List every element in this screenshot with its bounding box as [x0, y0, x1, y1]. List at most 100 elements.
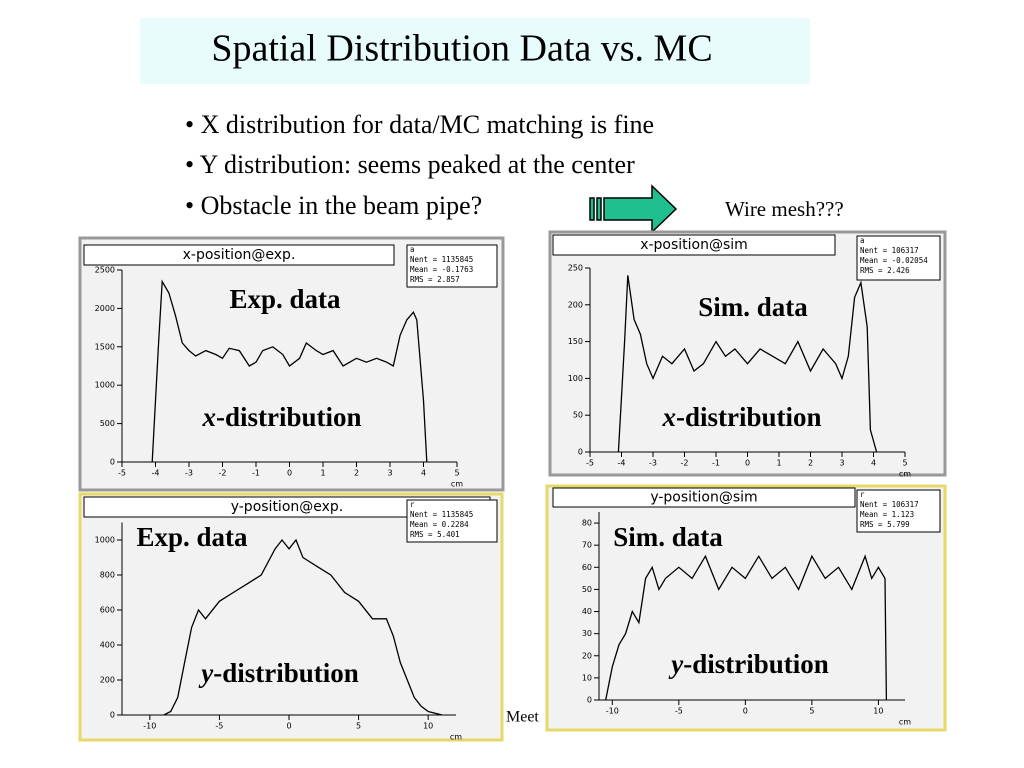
x-tick-label: -5: [675, 707, 683, 716]
y-tick-label: 2000: [95, 304, 115, 313]
distribution-label: x-distribution: [201, 402, 361, 432]
y-tick-label: 500: [100, 419, 115, 428]
data-label: Sim. data: [613, 522, 723, 552]
x-tick-label: 2: [354, 469, 359, 478]
distribution-label: x-distribution: [661, 402, 821, 432]
stats-box: [856, 489, 941, 533]
y-tick-label: 400: [100, 641, 115, 650]
plot-title: y-position@exp.: [231, 499, 344, 515]
y-tick-label: 250: [568, 264, 583, 273]
x-tick-label: -5: [118, 469, 126, 478]
y-tick-label: 50: [582, 585, 592, 594]
stats-line: RMS = 5.799: [860, 520, 910, 529]
x-tick-label: -1: [252, 469, 260, 478]
x-tick-label: -10: [606, 707, 619, 716]
stats-line: r: [410, 500, 415, 509]
x-tick-label: -1: [712, 459, 720, 468]
stats-line: RMS = 5.401: [410, 530, 460, 539]
distribution-variable: y: [668, 649, 684, 679]
stats-box: [856, 235, 941, 281]
y-tick-label: 0: [578, 448, 583, 457]
y-tick-label: 0: [110, 458, 115, 467]
y-tick-label: 150: [568, 337, 583, 346]
x-unit: cm: [451, 480, 463, 489]
x-tick-label: 3: [839, 459, 844, 468]
x-unit: cm: [450, 733, 462, 742]
y-tick-label: 600: [100, 606, 115, 615]
plot-title: x-position@exp.: [183, 247, 296, 263]
bullet: • Obstacle in the beam pipe?: [185, 191, 482, 220]
x-tick-label: -4: [618, 459, 626, 468]
distribution-text: -distribution: [676, 402, 822, 432]
stats-line: Mean = -0.02054: [860, 256, 928, 265]
x-tick-label: 5: [902, 459, 907, 468]
distribution-text: -distribution: [213, 658, 359, 688]
histogram-line: [151, 279, 428, 463]
stats-line: a: [860, 236, 865, 245]
distribution-text: -distribution: [683, 649, 829, 679]
data-label: Sim. data: [698, 292, 808, 322]
y-tick-label: 40: [582, 607, 592, 616]
y-tick-label: 200: [100, 676, 115, 685]
y-tick-label: 800: [100, 571, 115, 580]
x-tick-label: 5: [356, 722, 361, 731]
y-tick-label: 60: [582, 563, 592, 572]
x-tick-label: -10: [143, 722, 156, 731]
stats-line: Nent = 106317: [860, 246, 919, 255]
stats-line: a: [410, 245, 415, 254]
stats-line: Nent = 106317: [860, 500, 919, 509]
x-tick-label: 1: [320, 469, 325, 478]
slide-title: Spatial Distribution Data vs. MC: [211, 28, 712, 70]
x-tick-label: 0: [286, 722, 291, 731]
title-box: [140, 18, 810, 84]
x-tick-label: 3: [387, 469, 392, 478]
y-tick-label: 1000: [95, 536, 115, 545]
data-label: Exp. data: [229, 284, 341, 314]
x-tick-label: 4: [871, 459, 876, 468]
data-label: Exp. data: [136, 522, 248, 552]
plot-title: y-position@sim: [650, 490, 757, 506]
stats-line: Mean = 1.123: [860, 510, 914, 519]
footer: Meet: [506, 709, 539, 726]
distribution-variable: x: [661, 402, 676, 432]
plot-title-box: [83, 244, 395, 266]
y-tick-label: 80: [582, 519, 592, 528]
x-tick-label: -2: [219, 469, 227, 478]
y-tick-label: 20: [582, 651, 592, 660]
stats-line: RMS = 2.857: [410, 275, 460, 284]
x-tick-label: 0: [745, 459, 750, 468]
y-tick-label: 0: [110, 711, 115, 720]
x-tick-label: 5: [809, 707, 814, 716]
stats-line: Mean = 0.2284: [410, 520, 469, 529]
x-tick-label: -5: [215, 722, 223, 731]
stats-line: Nent = 1135845: [410, 255, 473, 264]
arrow: [589, 184, 678, 234]
distribution-label: y-distribution: [668, 649, 829, 679]
x-tick-label: 1: [776, 459, 781, 468]
x-tick-label: 2: [808, 459, 813, 468]
y-tick-label: 100: [568, 374, 583, 383]
distribution-label: y-distribution: [198, 658, 359, 688]
y-tick-label: 1000: [95, 381, 115, 390]
y-tick-label: 50: [573, 411, 583, 420]
x-tick-label: -4: [152, 469, 160, 478]
plot-title-box: [552, 234, 836, 256]
stats-line: r: [860, 490, 865, 499]
x-unit: cm: [899, 470, 911, 479]
plot-title-box: [552, 487, 856, 508]
x-tick-label: -5: [586, 459, 594, 468]
y-tick-label: 10: [582, 673, 592, 682]
distribution-text: -distribution: [216, 402, 362, 432]
x-tick-label: 0: [287, 469, 292, 478]
histogram-line: [617, 275, 878, 453]
x-tick-label: 5: [454, 469, 459, 478]
y-tick-label: 1500: [95, 342, 115, 351]
histogram-line: [163, 538, 443, 716]
stats-line: Mean = -0.1763: [410, 265, 473, 274]
y-tick-label: 200: [568, 300, 583, 309]
stats-line: Nent = 1135845: [410, 510, 473, 519]
bullet: • Y distribution: seems peaked at the ce…: [185, 150, 635, 179]
plot-title: x-position@sim: [640, 237, 748, 253]
x-tick-label: -2: [681, 459, 689, 468]
